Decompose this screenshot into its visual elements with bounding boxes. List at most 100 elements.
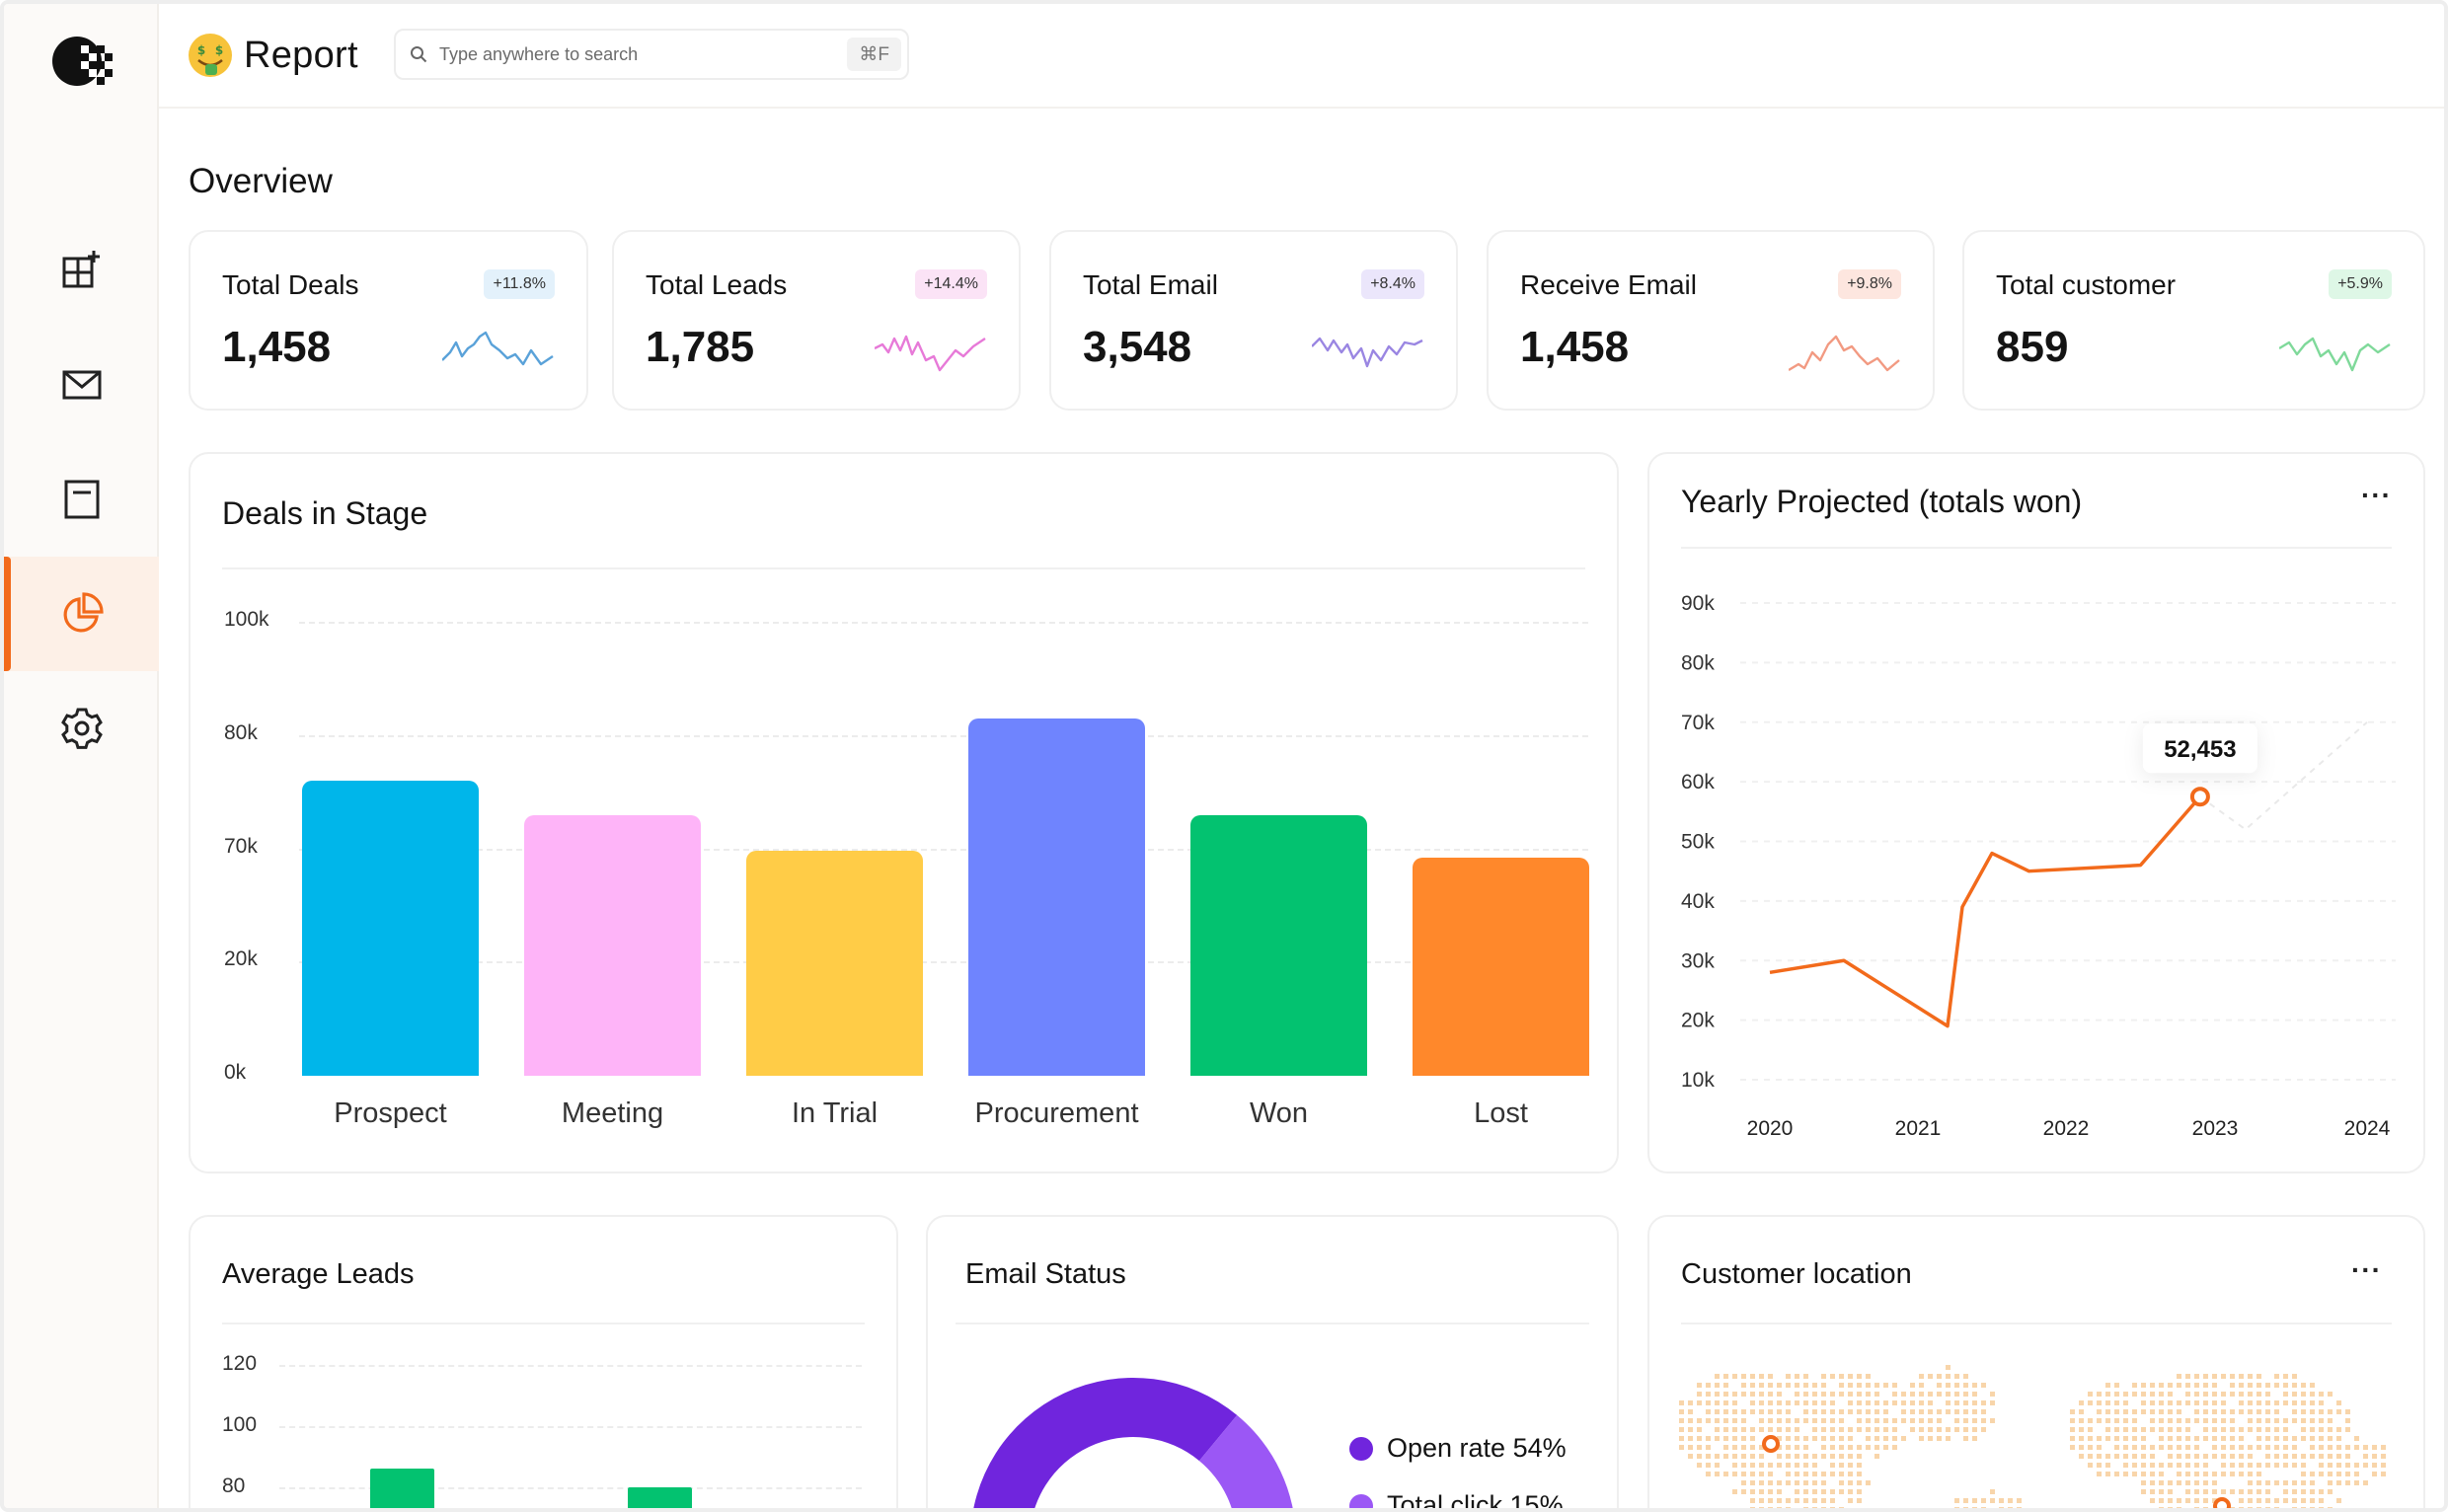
map-dot: [2230, 1507, 2235, 1508]
sidebar-item-notes[interactable]: [4, 442, 159, 557]
stat-card[interactable]: Total Leads 1,785 +14.4%: [612, 230, 1021, 411]
stat-card[interactable]: Receive Email 1,458 +9.8%: [1487, 230, 1935, 411]
customer-location-title: Customer location: [1681, 1258, 1912, 1290]
map-dot: [1768, 1498, 1773, 1503]
map-dot: [2239, 1445, 2244, 1450]
more-options-icon[interactable]: ···: [2361, 480, 2392, 510]
map-dot: [2230, 1436, 2235, 1441]
map-dot: [2203, 1498, 2208, 1503]
location-marker[interactable]: [1762, 1435, 1780, 1453]
map-dot: [2177, 1480, 2181, 1485]
map-dot: [1937, 1418, 1942, 1423]
map-dot: [2177, 1463, 2181, 1468]
sparkline-icon: [2279, 337, 2391, 372]
map-dot: [2310, 1409, 2315, 1414]
map-dot: [2230, 1445, 2235, 1450]
map-dot: [2283, 1392, 2288, 1397]
bar-in-trial[interactable]: [746, 851, 923, 1076]
map-dot: [1830, 1498, 1835, 1503]
search-input[interactable]: [439, 43, 834, 65]
map-dot: [1786, 1400, 1791, 1405]
map-dot: [2114, 1427, 2119, 1432]
map-dot: [2079, 1427, 2084, 1432]
map-dot: [2168, 1480, 2173, 1485]
stat-card[interactable]: Total Email 3,548 +8.4%: [1049, 230, 1458, 411]
map-dot: [1928, 1374, 1933, 1379]
map-dot: [2274, 1427, 2279, 1432]
map-dot: [1857, 1400, 1862, 1405]
more-options-icon[interactable]: ···: [2351, 1254, 2382, 1285]
map-dot: [1786, 1445, 1791, 1450]
leads-bar[interactable]: [370, 1469, 434, 1508]
bar-meeting[interactable]: [524, 814, 701, 1076]
map-dot: [1839, 1480, 1844, 1485]
map-dot: [1857, 1392, 1862, 1397]
bar-lost[interactable]: [1413, 858, 1589, 1076]
map-dot: [1741, 1489, 1746, 1494]
map-dot: [2123, 1427, 2128, 1432]
map-dot: [1972, 1383, 1977, 1388]
map-dot: [1874, 1418, 1879, 1423]
map-dot: [1954, 1507, 1959, 1508]
map-dot: [1883, 1445, 1888, 1450]
map-dot: [1892, 1445, 1897, 1450]
map-dot: [2336, 1427, 2341, 1432]
leads-bar[interactable]: [628, 1487, 692, 1508]
stat-card[interactable]: Total customer 859 +5.9%: [1962, 230, 2425, 411]
map-dot: [2301, 1436, 2306, 1441]
donut-slice-total-click[interactable]: [1198, 1414, 1296, 1512]
map-dot: [1990, 1418, 1995, 1423]
map-dot: [1777, 1480, 1782, 1485]
map-dot: [2008, 1498, 2013, 1503]
bar-prospect[interactable]: [302, 781, 479, 1076]
map-dot: [2265, 1392, 2270, 1397]
map-dot: [2212, 1400, 2217, 1405]
y-tick-label: 100k: [224, 608, 269, 631]
panel-divider: [1681, 1323, 2392, 1324]
mail-icon: [62, 370, 101, 400]
map-dot: [2336, 1400, 2341, 1405]
legend-item: Open rate 54%: [1349, 1433, 1567, 1464]
logo-icon[interactable]: [51, 32, 115, 91]
sparkline-path: [2279, 337, 2391, 372]
map-dot: [2283, 1374, 2288, 1379]
map-dot: [1866, 1436, 1871, 1441]
sidebar-item-dashboard[interactable]: [4, 213, 159, 328]
bar-procurement[interactable]: [968, 718, 1145, 1076]
email-status-donut: [970, 1378, 1296, 1512]
search-box[interactable]: ⌘F: [394, 29, 909, 80]
map-dot: [2328, 1418, 2333, 1423]
map-dot: [2301, 1427, 2306, 1432]
map-dot: [1946, 1374, 1951, 1379]
highlight-point[interactable]: [2189, 787, 2210, 807]
x-category-label: In Trial: [791, 1097, 879, 1129]
map-dot: [2274, 1400, 2279, 1405]
map-dot: [1857, 1480, 1862, 1485]
location-marker[interactable]: [2213, 1497, 2231, 1512]
map-dot: [1759, 1445, 1764, 1450]
map-dot: [1866, 1480, 1871, 1485]
map-dot: [2345, 1427, 2350, 1432]
map-dot: [1821, 1472, 1826, 1476]
map-dot: [2257, 1489, 2261, 1494]
stat-card[interactable]: Total Deals 1,458 +11.8%: [189, 230, 588, 411]
stat-value: 1,458: [222, 323, 332, 371]
map-dot: [1723, 1374, 1728, 1379]
bar-won[interactable]: [1190, 814, 1367, 1076]
map-dot: [2079, 1454, 2084, 1459]
y-tick-label: 80k: [1681, 651, 1715, 674]
sidebar-item-mail[interactable]: [4, 328, 159, 442]
map-dot: [2354, 1472, 2359, 1476]
map-dot: [1706, 1463, 1711, 1468]
map-dot: [1848, 1463, 1853, 1468]
map-dot: [1679, 1409, 1684, 1414]
sidebar-item-settings[interactable]: [4, 671, 159, 786]
map-dot: [2310, 1454, 2315, 1459]
sidebar-item-reports[interactable]: [4, 557, 159, 671]
map-dot: [2292, 1507, 2297, 1508]
donut-slice-open-rate[interactable]: [970, 1378, 1238, 1512]
map-dot: [2319, 1418, 2324, 1423]
map-dot: [2292, 1498, 2297, 1503]
sparkline-path: [1312, 337, 1423, 368]
